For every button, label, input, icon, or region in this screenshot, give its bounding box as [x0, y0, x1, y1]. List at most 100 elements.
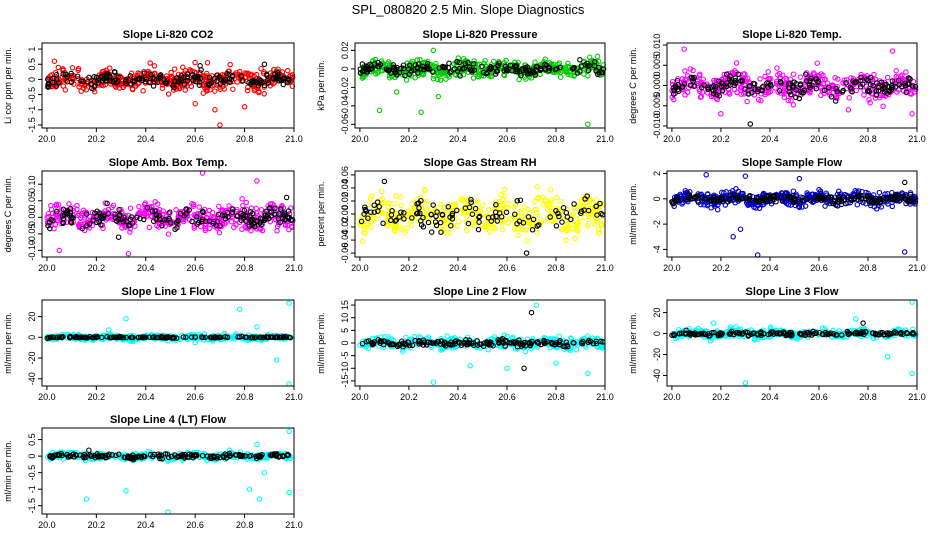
data-point: [258, 65, 264, 72]
x-tick-label: 20.2: [88, 392, 106, 402]
data-point: [184, 71, 191, 77]
data-point: [471, 58, 477, 64]
data-point: [541, 65, 548, 71]
data-point: [843, 80, 849, 86]
data-point: [542, 56, 548, 62]
data-point: [524, 238, 531, 244]
data-point: [867, 81, 874, 88]
data-point: [211, 77, 218, 84]
data-point: [126, 222, 132, 229]
data-point: [530, 216, 537, 223]
data-point: [409, 200, 415, 207]
data-point: [577, 68, 583, 74]
data-point: [442, 64, 448, 70]
data-point: [731, 79, 737, 86]
data-point: [386, 338, 392, 344]
data-point: [280, 334, 287, 341]
data-point: [222, 334, 228, 340]
data-point: [796, 175, 803, 182]
data-point: [832, 75, 838, 81]
data-point: [738, 91, 744, 97]
data-point: [163, 73, 170, 79]
data-point: [261, 216, 268, 222]
data-point: [192, 100, 198, 107]
data-point: [439, 346, 446, 353]
data-point: [47, 225, 53, 232]
data-point: [822, 203, 828, 209]
data-point: [793, 94, 799, 101]
data-point: [373, 71, 379, 77]
series-subset: [359, 309, 606, 372]
data-point: [708, 205, 714, 211]
data-point: [180, 64, 186, 71]
data-point: [485, 69, 491, 76]
data-point: [272, 205, 278, 211]
data-point: [135, 70, 141, 76]
series-subset: [45, 194, 296, 240]
data-point: [866, 96, 872, 103]
data-point: [850, 78, 856, 84]
y-axis-label: degrees C per min.: [628, 47, 638, 124]
data-point: [499, 227, 506, 233]
data-point: [227, 61, 233, 68]
data-point: [597, 200, 603, 207]
x-tick-label: 20.0: [663, 134, 681, 144]
data-point: [123, 80, 129, 87]
y-tick-label: 0.10: [27, 175, 37, 193]
data-point: [56, 247, 63, 254]
data-point: [787, 196, 794, 202]
data-point: [383, 221, 390, 228]
y-tick-label: -0.06: [340, 114, 350, 135]
data-point: [580, 338, 586, 345]
data-point: [498, 191, 504, 198]
data-point: [231, 334, 238, 340]
data-point: [249, 210, 256, 217]
data-point: [579, 341, 586, 347]
data-point: [585, 220, 592, 227]
data-point: [498, 337, 505, 343]
data-point: [389, 208, 395, 214]
data-point: [785, 97, 792, 104]
data-point: [428, 211, 434, 218]
y-tick-label: -0.06: [340, 243, 350, 264]
data-point: [170, 82, 176, 89]
data-point: [86, 74, 92, 81]
data-point: [168, 220, 174, 226]
data-point: [788, 98, 794, 104]
data-point: [435, 93, 442, 100]
data-point: [577, 57, 583, 63]
data-point: [397, 224, 404, 230]
data-point: [742, 173, 749, 179]
data-point: [751, 204, 757, 210]
data-point: [487, 339, 494, 345]
data-point: [173, 219, 180, 226]
x-tick-label: 20.8: [547, 392, 565, 402]
data-point: [492, 225, 498, 232]
y-tick-label: -0.05: [27, 224, 37, 245]
data-point: [690, 75, 696, 82]
y-tick-label: 0: [27, 77, 37, 82]
data-point: [834, 88, 840, 95]
data-point: [184, 77, 191, 84]
panel-title: Slope Li-820 Pressure: [423, 29, 538, 41]
y-tick-label: 0.00: [340, 205, 350, 223]
data-point: [480, 202, 486, 209]
data-point: [407, 62, 413, 69]
data-point: [424, 198, 430, 204]
data-point: [135, 334, 142, 341]
data-point: [274, 228, 280, 234]
data-point: [160, 220, 166, 226]
data-point: [574, 227, 581, 233]
data-point: [490, 342, 496, 349]
data-point: [112, 69, 118, 76]
data-point: [437, 219, 444, 226]
data-point: [785, 201, 792, 208]
panel-title: Slope Line 1 Flow: [122, 286, 215, 298]
data-point: [786, 85, 793, 91]
data-point: [416, 218, 422, 224]
data-point: [739, 77, 746, 84]
data-point: [713, 91, 720, 98]
data-point: [514, 220, 520, 227]
